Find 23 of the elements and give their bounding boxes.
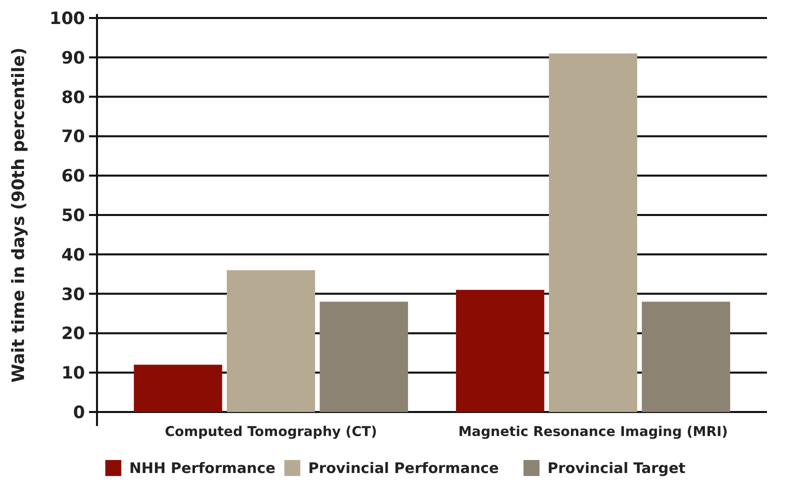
- bar: [320, 302, 408, 412]
- y-tick-label: 0: [73, 402, 86, 423]
- x-tick-label: Computed Tomography (CT): [164, 424, 378, 440]
- x-tick-label: Magnetic Resonance Imaging (MRI): [458, 424, 728, 440]
- y-tick-label: 70: [61, 127, 86, 148]
- legend-label: NHH Performance: [129, 461, 276, 478]
- y-tick-label: 60: [61, 166, 86, 187]
- y-tick-label: 30: [61, 284, 86, 305]
- bar: [642, 302, 730, 412]
- y-axis-title: Wait time in days (90th percentile): [9, 47, 29, 383]
- bar: [456, 290, 544, 412]
- bar: [134, 364, 222, 412]
- bar: [226, 270, 316, 412]
- y-tick-label: 80: [61, 88, 86, 108]
- legend-label: Provincial Performance: [308, 461, 499, 478]
- y-tick-label: 100: [50, 8, 86, 29]
- y-tick-label: 10: [61, 364, 86, 384]
- y-tick-label: 20: [61, 324, 86, 344]
- bar: [548, 53, 638, 412]
- y-tick-label: 50: [61, 206, 86, 226]
- legend-label: Provincial Target: [548, 461, 686, 478]
- y-tick-label: 40: [61, 245, 86, 266]
- y-tick-label: 90: [61, 48, 86, 68]
